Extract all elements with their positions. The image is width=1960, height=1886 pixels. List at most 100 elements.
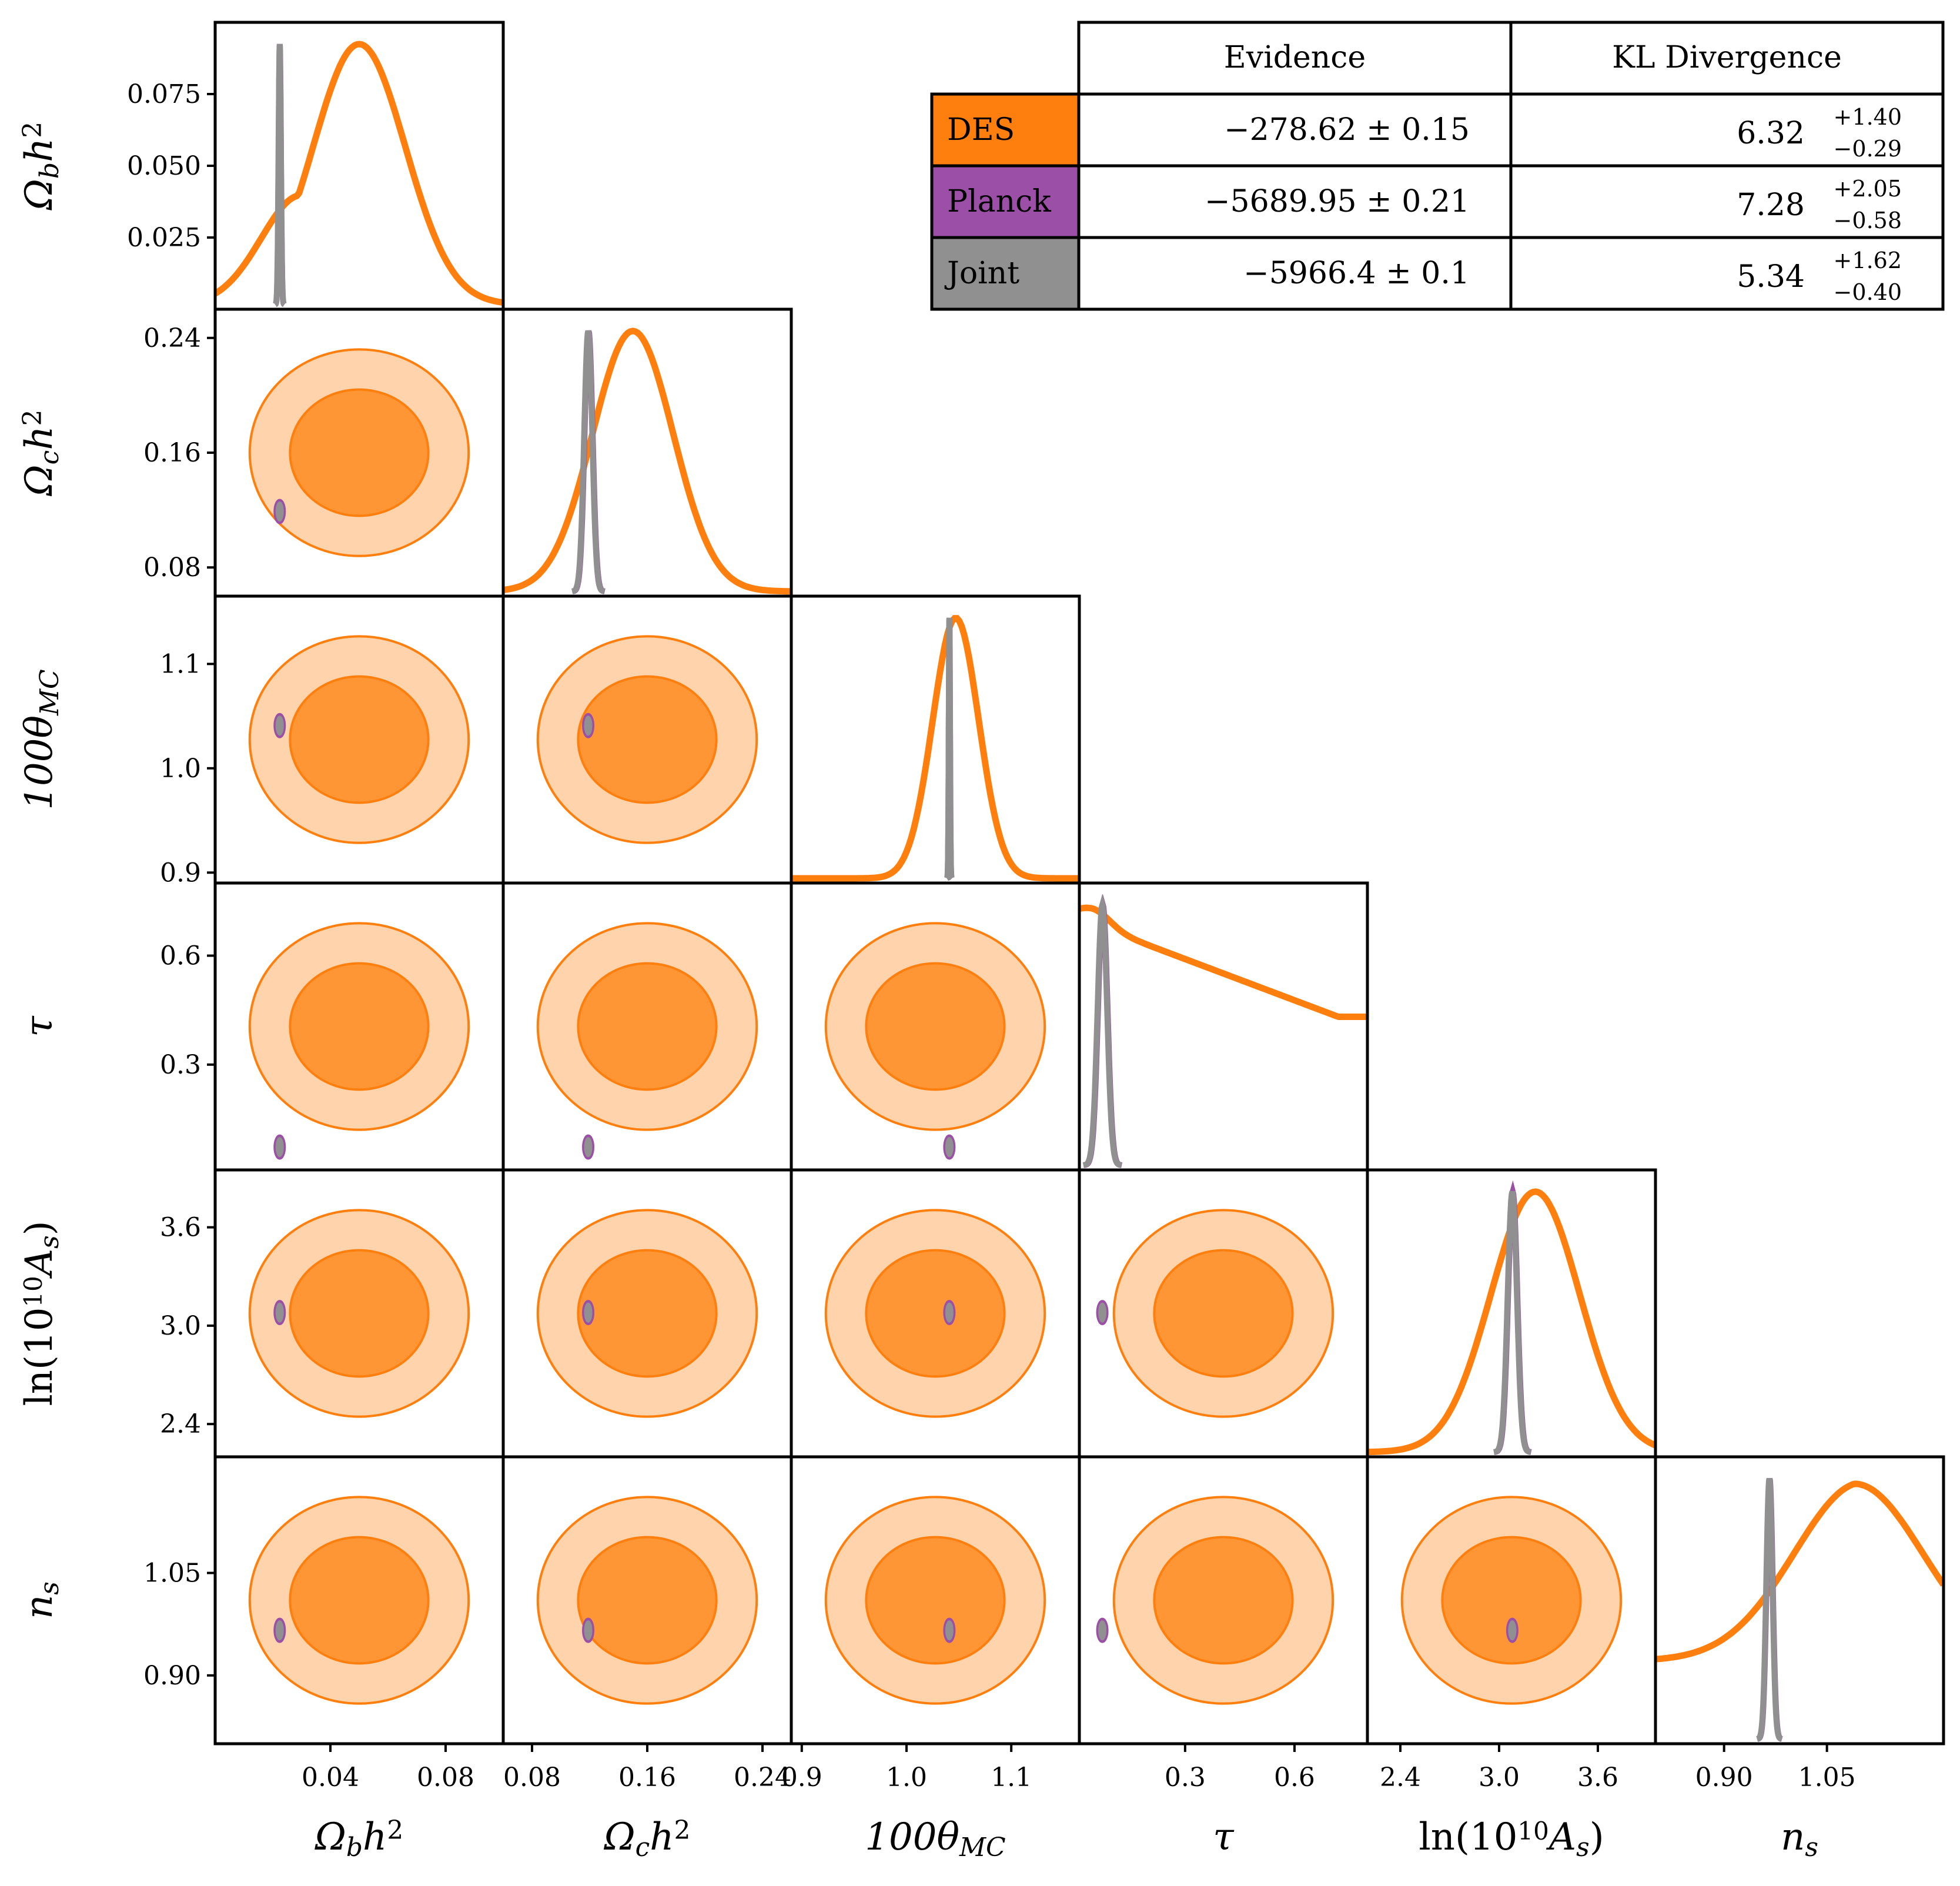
y-axis-label-sup: 10 — [19, 1276, 48, 1307]
panel-content — [1655, 1478, 1944, 1742]
y-axis-label-post: ) — [18, 1220, 61, 1235]
x-tick-label: 3.6 — [1577, 1763, 1618, 1793]
y-axis-label-tau: τ — [18, 1015, 61, 1037]
x-axis-label-sup: 2 — [387, 1815, 403, 1845]
x-tick-label: 0.24 — [734, 1763, 791, 1793]
panel-content — [824, 922, 1046, 1160]
x-axis-label-base: n — [1781, 1815, 1805, 1859]
y-tick-label: 0.9 — [160, 858, 201, 888]
panel-tau-vs-theta — [790, 881, 1081, 1172]
axis-label-layer: 0.0250.0500.0750.080.160.240.91.01.10.30… — [18, 79, 1856, 1862]
panel-content — [824, 1209, 1046, 1418]
y-axis-label-base: Ω — [18, 179, 61, 210]
panel-content — [1096, 1496, 1334, 1705]
legend-evidence-value: −5689.95 ± 0.21 — [1205, 184, 1470, 219]
x-axis-label-sub: s — [1576, 1833, 1590, 1862]
x-axis-label-pre: ln(10 — [1419, 1815, 1517, 1859]
y-axis-label-base: Ω — [18, 464, 61, 496]
joint-contour — [275, 1137, 284, 1158]
des-contour-68 — [577, 1249, 718, 1378]
legend-header-evidence: Evidence — [1224, 40, 1366, 75]
y-tick-label: 3.6 — [160, 1213, 201, 1243]
des-contour-68 — [577, 1536, 718, 1665]
panel-content — [248, 348, 470, 557]
x-tick-label: 0.04 — [302, 1763, 359, 1793]
panel-ns-vs-theta — [790, 1455, 1081, 1745]
joint-contour — [275, 1620, 284, 1641]
legend-kl-minus: −0.40 — [1834, 279, 1902, 305]
legend-kl-plus: +1.40 — [1834, 104, 1902, 130]
joint-contour — [1098, 1302, 1107, 1323]
panel-content — [503, 327, 791, 595]
des-contour-68 — [865, 962, 1006, 1091]
joint-contour — [945, 1302, 954, 1323]
legend-swatch-joint — [930, 236, 1081, 311]
des-contour-68 — [289, 1249, 430, 1378]
legend-kl-minus: −0.58 — [1834, 208, 1902, 233]
des-contour-68 — [289, 675, 430, 804]
joint-marginal-line — [1756, 1478, 1783, 1742]
panel-lnAs-vs-lnAs — [1366, 1168, 1657, 1459]
legend-header-kl: KL Divergence — [1612, 40, 1842, 75]
panel-content — [536, 1496, 758, 1705]
y-axis-label-base: n — [18, 1595, 61, 1619]
joint-contour — [275, 715, 284, 736]
legend-kl-value: 7.28 — [1737, 188, 1805, 223]
x-axis-label-sub: b — [346, 1833, 363, 1862]
panel-tau-vs-obh2 — [213, 881, 505, 1172]
des-contour-68 — [289, 388, 430, 517]
des-contour-68 — [577, 675, 718, 804]
des-contour-68 — [289, 1536, 430, 1665]
y-axis-label-sub: c — [35, 450, 65, 465]
joint-contour — [945, 1620, 954, 1641]
joint-marginal-line — [571, 330, 606, 594]
x-axis-label-sub: MC — [959, 1833, 1006, 1862]
x-tick-label: 0.3 — [1165, 1763, 1206, 1793]
y-tick-label: 0.90 — [143, 1661, 201, 1691]
x-tick-label: 0.16 — [618, 1763, 676, 1793]
y-tick-label: 0.16 — [143, 438, 201, 468]
panel-content — [215, 41, 503, 307]
panel-layer — [207, 21, 1945, 1752]
legend-table: Evidence KL Divergence DES −278.62 ± 0.15 +1… — [930, 21, 1945, 311]
y-tick-label: 0.24 — [143, 323, 201, 353]
x-axis-label-ns: ns — [1781, 1815, 1818, 1862]
des-contour-68 — [1441, 1536, 1582, 1665]
x-tick-label: 0.08 — [417, 1763, 474, 1793]
x-tick-label: 1.1 — [991, 1763, 1032, 1793]
joint-contour — [584, 715, 593, 736]
x-axis-label-och2: Ωch2 — [604, 1815, 691, 1862]
panel-lnAs-vs-tau — [1078, 1168, 1369, 1459]
panel-content — [248, 922, 470, 1160]
y-tick-label: 0.050 — [127, 151, 201, 181]
joint-contour — [275, 1302, 284, 1323]
legend-kl-value: 6.32 — [1737, 116, 1805, 151]
des-marginal-line — [1655, 1480, 1944, 1663]
panel-frame — [790, 594, 1081, 885]
x-axis-label-sub: s — [1805, 1833, 1818, 1862]
x-axis-label-base: Ω — [315, 1815, 346, 1859]
panel-lnAs-vs-obh2 — [213, 1168, 505, 1459]
panel-content — [536, 635, 758, 844]
legend-kl-minus: −0.29 — [1834, 136, 1902, 162]
legend-evidence-value: −5966.4 ± 0.1 — [1243, 256, 1470, 291]
x-axis-label-mid: h — [650, 1815, 674, 1859]
x-tick-label: 1.05 — [1798, 1763, 1856, 1793]
y-axis-label-base: 100θ — [18, 715, 61, 810]
des-contour-68 — [1153, 1249, 1294, 1378]
y-axis-label-base: τ — [18, 1015, 61, 1037]
panel-frame — [1078, 881, 1369, 1172]
y-tick-label: 0.075 — [127, 79, 201, 109]
panel-content — [536, 1209, 758, 1418]
y-axis-label-sup: 2 — [18, 410, 48, 426]
legend-row-name: Planck — [947, 184, 1051, 219]
x-axis-label-mid: h — [363, 1815, 387, 1859]
y-axis-label-sub: MC — [35, 669, 65, 716]
panel-content — [248, 1209, 470, 1418]
panel-ns-vs-ns — [1654, 1455, 1945, 1745]
x-axis-label-post: ) — [1590, 1815, 1604, 1859]
x-axis-label-base: 100θ — [865, 1815, 959, 1859]
y-axis-label-lnAs: ln(1010As) — [18, 1220, 65, 1406]
panel-lnAs-vs-theta — [790, 1168, 1081, 1459]
y-axis-label-obh2: Ωbh2 — [18, 122, 65, 210]
